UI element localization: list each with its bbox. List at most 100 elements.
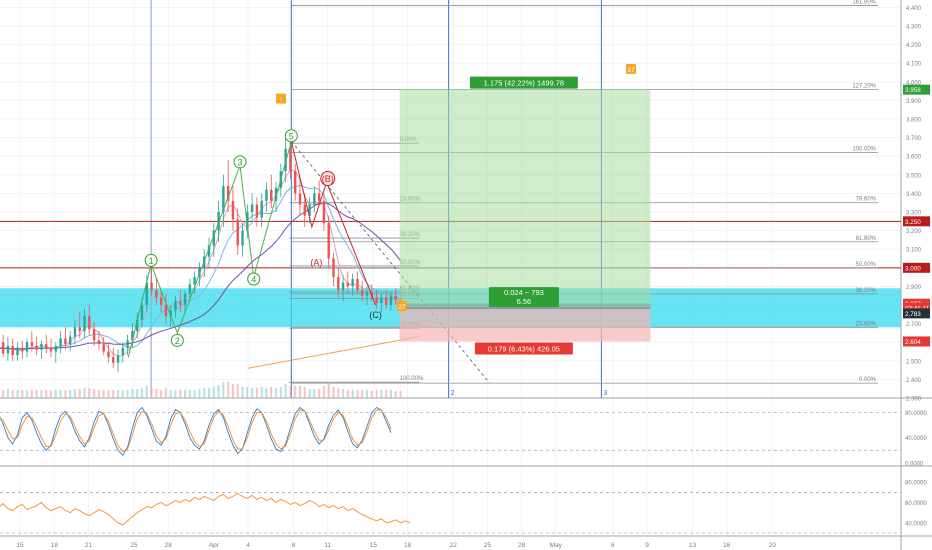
svg-text:0.024 ~ 793: 0.024 ~ 793 <box>504 288 544 297</box>
candle-body <box>384 297 388 306</box>
candle-body <box>45 344 48 348</box>
volume-bar <box>303 387 306 398</box>
svg-text:(A): (A) <box>310 258 322 268</box>
volume-bar <box>275 388 278 398</box>
candle-body <box>188 284 192 294</box>
wave-label: 4 <box>247 272 261 286</box>
candle-body <box>346 282 350 287</box>
volume-bar <box>145 386 148 398</box>
profit-zone <box>399 89 651 309</box>
candle-body <box>389 295 393 306</box>
candle-body <box>265 189 268 201</box>
volume-bar <box>88 388 91 398</box>
volume-bar <box>45 390 48 398</box>
candle-body <box>284 148 287 172</box>
candle-body <box>155 290 158 298</box>
loss-zone <box>399 308 651 342</box>
candle-body <box>293 171 297 194</box>
candle-body <box>159 297 163 306</box>
vline-label: 2 <box>451 390 455 397</box>
candle-body <box>6 345 10 354</box>
svg-text:6.56: 6.56 <box>517 297 532 306</box>
candle-body <box>322 200 326 224</box>
event-marker[interactable]: 37 <box>626 63 637 74</box>
candle-body <box>97 340 101 345</box>
fib-level-label: 161.80% <box>852 0 876 6</box>
candle-body <box>193 277 196 285</box>
volume-bar <box>399 391 402 398</box>
price-tick-label: 3.700 <box>906 136 922 142</box>
volume-bar <box>193 390 196 398</box>
volume-bar <box>140 388 143 398</box>
candle-body <box>135 319 139 332</box>
time-tick-label: 18 <box>51 542 59 549</box>
volume-bar <box>30 390 33 398</box>
volume-bar <box>351 390 354 398</box>
fib-level-label: 38.20% <box>856 288 877 294</box>
candle-body <box>102 344 105 352</box>
volume-bar <box>160 390 163 398</box>
svg-text:(C): (C) <box>369 310 382 320</box>
candle-body <box>337 277 340 291</box>
volume-bar <box>126 390 129 398</box>
svg-text:1.175 (42.22%) 1499.78: 1.175 (42.22%) 1499.78 <box>484 79 564 88</box>
candle-body <box>332 258 335 278</box>
volume-bar <box>188 390 191 398</box>
candle-body <box>1 342 5 354</box>
candle-body <box>25 342 29 352</box>
volume-bar <box>169 390 172 398</box>
volume-bar <box>337 388 340 398</box>
price-tick-label: 4.100 <box>906 62 922 68</box>
volume-bar <box>59 390 62 398</box>
volume-bar <box>150 388 153 398</box>
svg-text:4: 4 <box>251 274 256 284</box>
event-marker[interactable]: 27 <box>396 300 407 311</box>
time-tick-label: 25 <box>484 542 492 549</box>
svg-text:2.783: 2.783 <box>905 311 921 318</box>
volume-bar <box>83 388 86 398</box>
event-marker[interactable]: ! <box>276 93 287 104</box>
volume-bar <box>179 390 182 398</box>
svg-text:(B): (B) <box>322 174 334 184</box>
volume-bar <box>366 390 369 398</box>
volume-bar <box>380 390 383 398</box>
svg-text:2.604: 2.604 <box>905 339 921 346</box>
wave-label: (B) <box>320 171 336 187</box>
stochastic-pane: 80.0000 40.0000 0.0000 <box>0 406 927 467</box>
candle-body <box>16 347 19 356</box>
volume-bar <box>251 388 254 398</box>
candles <box>1 137 402 398</box>
volume-bar <box>40 390 43 398</box>
volume-bar <box>78 389 81 398</box>
price-tick-label: 2.300 <box>906 397 922 403</box>
dashed-trend-line <box>291 141 490 384</box>
price-badge: 2.783 <box>903 308 930 319</box>
volume-bar <box>222 382 225 398</box>
time-tick-label: Apr <box>209 542 220 549</box>
candle-body <box>356 278 359 291</box>
volume-bar <box>246 387 249 398</box>
volume-bar <box>318 389 321 398</box>
volume-bar <box>107 390 110 398</box>
candle-body <box>107 351 110 358</box>
volume-bar <box>97 390 100 398</box>
price-tick-label: 3.100 <box>906 248 922 254</box>
candle-body <box>164 305 168 317</box>
svg-text:3: 3 <box>238 157 243 167</box>
oscillator-tick-label: 40.0000 <box>905 521 927 527</box>
fib-level-label: 23.60% <box>856 321 877 327</box>
volume-bar <box>322 386 325 398</box>
volume-bar <box>255 388 258 398</box>
volume-bar <box>370 391 373 398</box>
time-tick-label: 25 <box>130 542 138 549</box>
candle-body <box>68 336 72 345</box>
candle-body <box>207 245 211 257</box>
fib-level-label: 78.60% <box>856 197 877 203</box>
oscillator-tick-label: 40.0000 <box>905 436 927 442</box>
svg-text:2: 2 <box>175 336 180 346</box>
loss-label: 0.179 (6.43%) 426.05 <box>474 342 573 355</box>
svg-text:3.000: 3.000 <box>905 265 921 272</box>
time-tick-label: 22 <box>450 542 458 549</box>
